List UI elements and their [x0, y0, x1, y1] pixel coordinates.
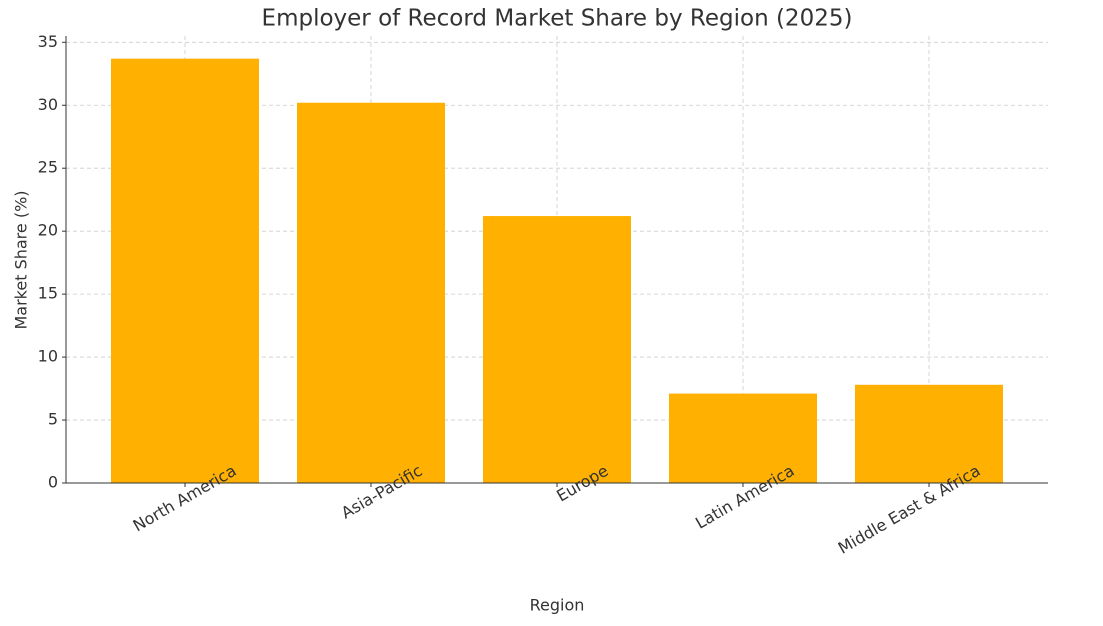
- y-tick-label: 0: [48, 473, 58, 492]
- bar: [111, 58, 259, 483]
- y-tick-label: 25: [38, 158, 58, 177]
- x-axis-label: Region: [530, 596, 585, 615]
- bar: [855, 384, 1003, 483]
- y-tick-label: 20: [38, 221, 58, 240]
- y-tick-label: 15: [38, 284, 58, 303]
- bar: [297, 102, 445, 483]
- y-tick-label: 30: [38, 95, 58, 114]
- y-tick-label: 10: [38, 347, 58, 366]
- y-tick-label: 35: [38, 32, 58, 51]
- y-axis-label: Market Share (%): [12, 190, 31, 329]
- y-tick-label: 5: [48, 410, 58, 429]
- bar: [483, 216, 631, 484]
- bar: [669, 393, 817, 483]
- chart-title: Employer of Record Market Share by Regio…: [262, 6, 853, 32]
